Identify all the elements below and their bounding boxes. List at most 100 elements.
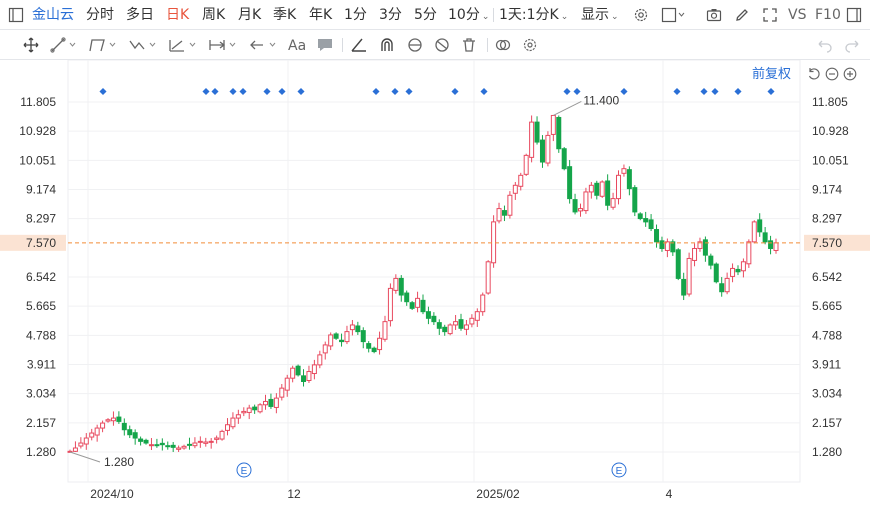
price-tick-right: 3.911: [812, 358, 841, 372]
lock-drawing-icon[interactable]: [406, 37, 424, 53]
price-adjust-mode[interactable]: 前复权: [752, 67, 792, 82]
range-tool-icon[interactable]: [208, 37, 240, 53]
date-tick: 12: [287, 487, 301, 501]
candle: [501, 205, 507, 222]
period-weekly-k[interactable]: 周K: [202, 7, 226, 23]
candle: [148, 438, 154, 451]
candle: [154, 438, 160, 448]
event-diamond[interactable]: [451, 87, 459, 96]
candle: [333, 332, 339, 340]
event-diamond[interactable]: [734, 87, 742, 96]
price-tick-left: 9.174: [26, 182, 56, 196]
event-diamond[interactable]: [480, 87, 488, 96]
candle: [453, 314, 459, 330]
fibonacci-tool-icon[interactable]: [168, 37, 200, 53]
period-daily-k[interactable]: 日K: [166, 7, 190, 23]
period-yearly-k[interactable]: 年K: [309, 7, 333, 23]
reset-icon[interactable]: [807, 66, 821, 85]
event-diamond[interactable]: [372, 87, 380, 96]
stock-name[interactable]: 金山云: [32, 7, 74, 23]
event-diamond[interactable]: [573, 87, 581, 96]
period-quarterly-k[interactable]: 季K: [273, 7, 297, 23]
candle: [306, 365, 312, 383]
event-diamond[interactable]: [263, 87, 271, 96]
period-10min-dropdown[interactable]: 10分 ⌄: [448, 0, 489, 30]
period-1min[interactable]: 1分: [344, 7, 367, 23]
period-intraday[interactable]: 分时: [86, 7, 114, 23]
period-multiday[interactable]: 多日: [126, 7, 154, 23]
angle-tool-icon[interactable]: [350, 37, 368, 53]
hide-drawings-icon[interactable]: [433, 37, 451, 53]
event-diamond[interactable]: [673, 87, 681, 96]
period-toolbar: 金山云 分时 多日 日K 周K 月K 季K 年K 1分 3分 5分 10分 ⌄ 1…: [0, 0, 870, 30]
candle: [675, 248, 681, 281]
price-tick-left: 11.805: [20, 95, 56, 109]
period-1day-label: 1天: [499, 7, 522, 23]
event-diamond[interactable]: [297, 87, 305, 96]
candle: [192, 437, 198, 449]
channel-tool-icon[interactable]: [88, 37, 120, 53]
period-monthly-k[interactable]: 月K: [238, 7, 262, 23]
earnings-event-marker[interactable]: E: [611, 462, 627, 478]
display-label: 显示: [581, 7, 609, 23]
candle: [697, 237, 703, 252]
candle: [773, 238, 779, 254]
event-diamond[interactable]: [202, 87, 210, 96]
zoom-in-icon[interactable]: [843, 66, 857, 85]
price-tick-right: 5.665: [812, 299, 842, 313]
candle: [702, 236, 708, 262]
undo-icon[interactable]: [815, 37, 833, 53]
pencil-icon[interactable]: [734, 7, 750, 23]
move-icon[interactable]: [22, 37, 40, 53]
line-tool-icon[interactable]: [50, 37, 78, 53]
earnings-event-marker[interactable]: E: [236, 462, 252, 478]
candle: [121, 418, 127, 436]
panel-toggle-icon[interactable]: [846, 7, 862, 23]
event-diamond[interactable]: [278, 87, 286, 96]
settings-gear-icon[interactable]: [633, 7, 649, 23]
candle: [366, 341, 372, 353]
event-diamond[interactable]: [211, 87, 219, 96]
display-dropdown[interactable]: 显示 ⌄: [581, 0, 619, 30]
candle: [241, 407, 247, 417]
candle: [100, 420, 106, 433]
redo-icon[interactable]: [844, 37, 862, 53]
candle: [594, 180, 600, 200]
event-diamond[interactable]: [620, 87, 628, 96]
text-tool-button[interactable]: Aa: [288, 38, 307, 54]
candle: [165, 441, 171, 450]
event-diamond[interactable]: [229, 87, 237, 96]
camera-icon[interactable]: [706, 7, 722, 23]
magnet-icon[interactable]: [378, 37, 396, 53]
event-diamond[interactable]: [767, 87, 775, 96]
event-diamond[interactable]: [563, 87, 571, 96]
event-diamond[interactable]: [700, 87, 708, 96]
price-tick-left: 2.157: [26, 416, 56, 430]
event-diamond[interactable]: [711, 87, 719, 96]
period-5min[interactable]: 5分: [414, 7, 437, 23]
vs-compare-button[interactable]: VS: [788, 7, 807, 23]
period-3min[interactable]: 3分: [379, 7, 402, 23]
event-diamond[interactable]: [405, 87, 413, 96]
event-diamond[interactable]: [99, 87, 107, 96]
comment-tool-icon[interactable]: [316, 37, 334, 53]
event-diamond[interactable]: [239, 87, 247, 96]
candle: [583, 187, 589, 214]
candle: [263, 394, 269, 410]
fullscreen-icon[interactable]: [762, 7, 778, 23]
trash-icon[interactable]: [460, 37, 478, 53]
sidebar-toggle-icon[interactable]: [8, 7, 24, 23]
wave-tool-icon[interactable]: [128, 37, 160, 53]
compare-overlay-icon[interactable]: [494, 37, 512, 53]
event-diamond[interactable]: [391, 87, 399, 96]
f10-button[interactable]: F10: [815, 7, 841, 23]
candle: [284, 374, 290, 397]
arrow-tool-icon[interactable]: [248, 37, 280, 53]
period-1day-1min-dropdown[interactable]: 1天:1分K ⌄: [499, 7, 569, 23]
zoom-out-icon[interactable]: [825, 66, 839, 85]
drawing-settings-icon[interactable]: [521, 37, 539, 53]
chart-style-dropdown-icon[interactable]: [661, 7, 685, 23]
candle: [339, 333, 345, 347]
